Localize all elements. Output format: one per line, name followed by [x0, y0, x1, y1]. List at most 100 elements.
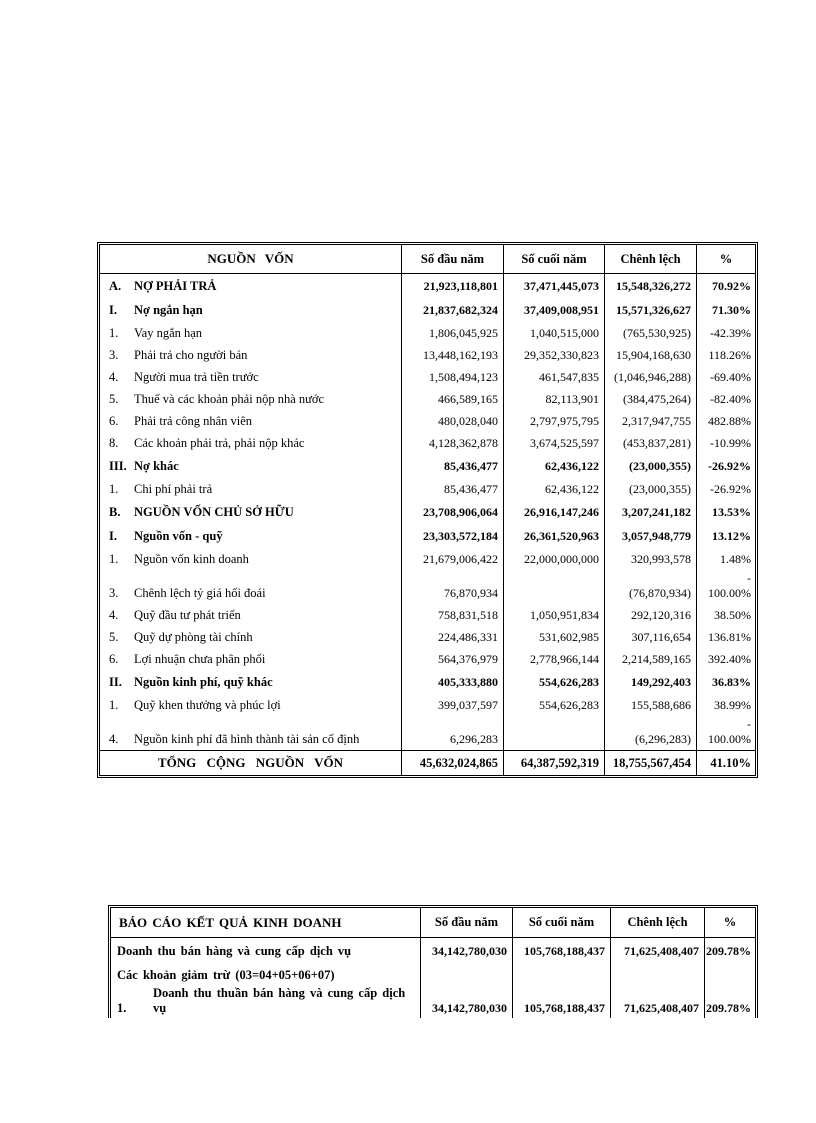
end-year-value: 62,436,122 — [504, 478, 605, 500]
difference-value: (453,837,281) — [605, 432, 697, 454]
row-label-cell: Các khoản giảm trừ (03=04+05+06+07) — [111, 964, 421, 986]
table-row: 6. Lợi nhuận chưa phân phối 564,376,979 … — [100, 648, 755, 670]
difference-value: 307,116,654 — [605, 626, 697, 648]
table-row: A. NỢ PHẢI TRẢ 21,923,118,801 37,471,445… — [100, 274, 755, 298]
row-number: 1. — [109, 325, 119, 340]
row-number: B. — [109, 504, 121, 519]
row-label: Phải trả công nhân viên — [134, 413, 253, 428]
begin-year-value: 21,923,118,801 — [402, 274, 504, 298]
difference-value: (384,475,264) — [605, 388, 697, 410]
row-number: 4. — [109, 732, 119, 746]
difference-value: (23,000,355) — [605, 478, 697, 500]
begin-year-value: 76,870,934 — [402, 570, 504, 604]
row-label: Nợ ngắn hạn — [134, 302, 203, 317]
row-number: 1. — [109, 697, 119, 712]
row-number: A. — [109, 278, 122, 293]
column-header-percent: % — [719, 251, 733, 266]
end-year-value: 37,471,445,073 — [504, 274, 605, 298]
table-row: 8. Các khoản phải trả, phải nộp khác 4,1… — [100, 432, 755, 454]
difference-value: (6,296,283) — [605, 716, 697, 750]
row-label: Nguồn vốn kinh doanh — [134, 551, 249, 566]
percent-value: 118.26% — [708, 347, 751, 362]
row-label-cell: 1. Quỹ khen thưởng và phúc lợi — [100, 694, 402, 716]
percent-value: - 100.00% — [708, 571, 751, 600]
table-row: 6. Phải trả công nhân viên 480,028,040 2… — [100, 410, 755, 432]
difference-value: 15,904,168,630 — [605, 344, 697, 366]
row-label: Người mua trả tiền trước — [134, 369, 259, 384]
column-header-difference: Chênh lệch — [605, 245, 697, 273]
row-label: Quỹ đầu tư phát triển — [134, 607, 241, 622]
end-year-value — [504, 570, 605, 604]
row-label-line1: Doanh thu thuần bán hàng và cung cấp dịc… — [153, 986, 406, 1000]
percent-value — [705, 964, 755, 986]
percent-value: 71.30% — [712, 302, 751, 317]
end-year-value: 554,626,283 — [504, 670, 605, 694]
end-year-value: 22,000,000,000 — [504, 548, 605, 570]
row-label: Quỹ dự phòng tài chính — [134, 629, 253, 644]
row-number: 6. — [109, 413, 119, 428]
table-row: 5. Quỹ dự phòng tài chính 224,486,331 53… — [100, 626, 755, 648]
percent-value: 209.78% — [706, 943, 751, 958]
difference-value: 3,207,241,182 — [605, 500, 697, 524]
column-header-percent: % — [723, 915, 737, 929]
percent-value: -42.39% — [710, 325, 751, 340]
end-year-value: 105,768,188,437 — [513, 938, 611, 964]
end-year-value: 26,361,520,963 — [504, 524, 605, 548]
row-number: I. — [109, 528, 117, 543]
row-label-cell: I. Nguồn vốn - quỹ — [100, 524, 402, 548]
begin-year-value: 1,806,045,925 — [402, 322, 504, 344]
wrapped-row-label: Doanh thu thuần bán hàng và cung cấp dịc… — [111, 986, 420, 1016]
percent-value: -10.99% — [710, 435, 751, 450]
end-year-value: 62,436,122 — [504, 454, 605, 478]
difference-value: 155,588,686 — [605, 694, 697, 716]
row-label-cell: 1. Chi phí phải trả — [100, 478, 402, 500]
begin-year-value: 1,508,494,123 — [402, 366, 504, 388]
difference-value: 292,120,316 — [605, 604, 697, 626]
end-year-value — [504, 716, 605, 750]
column-header-begin-year: Số đầu năm — [402, 245, 504, 273]
percent-value: 1.48% — [720, 551, 751, 566]
end-year-value: 461,547,835 — [504, 366, 605, 388]
row-number: I. — [109, 302, 117, 317]
percent-value: 70.92% — [712, 278, 751, 293]
table-row: 4. Quỹ đầu tư phát triển 758,831,518 1,0… — [100, 604, 755, 626]
table-row: Doanh thu bán hàng và cung cấp dịch vụ 3… — [111, 938, 755, 964]
end-year-value: 37,409,008,951 — [504, 298, 605, 322]
end-year-value: 29,352,330,823 — [504, 344, 605, 366]
row-label-cell: B. NGUỒN VỐN CHỦ SỞ HỮU — [100, 500, 402, 524]
table-row: I. Nguồn vốn - quỹ 23,303,572,184 26,361… — [100, 524, 755, 548]
row-label: NGUỒN VỐN CHỦ SỞ HỮU — [134, 504, 294, 519]
row-label-cell: 3. Phải trả cho người bán — [100, 344, 402, 366]
balance-sheet-table: NGUỒN VỐN Số đầu năm Số cuối năm Chênh l… — [97, 242, 758, 778]
percent-value: 36.83% — [712, 674, 751, 689]
table-row: 4. Nguồn kinh phí đã hình thành tài sản … — [100, 716, 755, 750]
begin-year-value: 480,028,040 — [402, 410, 504, 432]
row-number: 6. — [109, 651, 119, 666]
row-number: 4. — [109, 369, 119, 384]
row-label-cell: III. Nợ khác — [100, 454, 402, 478]
row-label: Các khoản giảm trừ (03=04+05+06+07) — [117, 967, 335, 982]
row-number: 5. — [109, 629, 119, 644]
row-label-cell: 1. Vay ngắn hạn — [100, 322, 402, 344]
row-number: III. — [109, 458, 127, 473]
table-row: II. Nguồn kinh phí, quỹ khác 405,333,880… — [100, 670, 755, 694]
row-label: Quỹ khen thưởng và phúc lợi — [134, 697, 281, 712]
difference-value: 320,993,578 — [605, 548, 697, 570]
table-row: 3. Phải trả cho người bán 13,448,162,193… — [100, 344, 755, 366]
percent-value: -82.40% — [710, 391, 751, 406]
row-label: Nợ khác — [134, 458, 179, 473]
column-header-begin-year: Số đầu năm — [421, 908, 513, 937]
difference-value: 2,214,589,165 — [605, 648, 697, 670]
table-row: 1. Vay ngắn hạn 1,806,045,925 1,040,515,… — [100, 322, 755, 344]
row-number: 5. — [109, 391, 119, 406]
begin-year-value: 758,831,518 — [402, 604, 504, 626]
row-label-cell: 5. Thuế và các khoản phải nộp nhà nước — [100, 388, 402, 410]
row-label-cell: Doanh thu thuần bán hàng và cung cấp dịc… — [111, 986, 421, 1018]
table-row: Các khoản giảm trừ (03=04+05+06+07) — [111, 964, 755, 986]
row-label: Nguồn vốn - quỹ — [134, 528, 223, 543]
begin-year-value: 23,708,906,064 — [402, 500, 504, 524]
row-label: Nguồn kinh phí đã hình thành tài sản cố … — [134, 732, 360, 746]
difference-value: 149,292,403 — [605, 670, 697, 694]
table-row: Doanh thu thuần bán hàng và cung cấp dịc… — [111, 986, 755, 1018]
